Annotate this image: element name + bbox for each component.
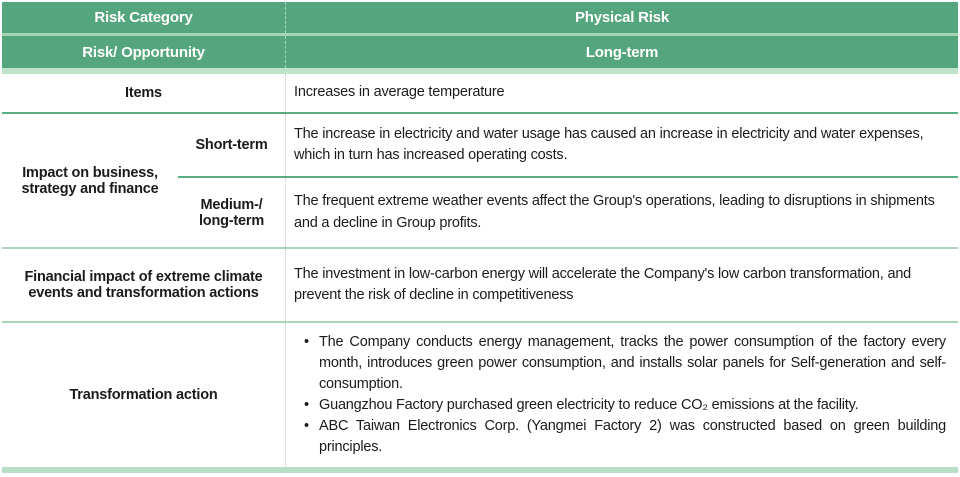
- financial-impact-content-text: The investment in low-carbon energy will…: [294, 265, 912, 303]
- transformation-action-label: Transformation action: [69, 387, 218, 403]
- items-row: Items Increases in average temperature: [2, 74, 958, 112]
- risk-opportunity-label: Risk/ Opportunity: [82, 43, 205, 61]
- risk-opportunity-header-cell: Risk/ Opportunity: [2, 36, 285, 68]
- physical-risk-header-cell: Physical Risk: [285, 2, 958, 33]
- header-bottom-band: [2, 68, 958, 74]
- items-content-cell: Increases in average temperature: [285, 74, 958, 112]
- impact-label: Impact on business, strategy and finance: [21, 164, 159, 197]
- short-term-label-cell: Short-term: [178, 114, 285, 176]
- financial-impact-label: Financial impact of extreme climate even…: [24, 269, 263, 301]
- transformation-action-content-cell: The Company conducts energy management, …: [285, 323, 958, 467]
- subrow-divider: [178, 176, 958, 178]
- items-label: Items: [125, 85, 162, 101]
- long-term-header-cell: Long-term: [285, 36, 958, 68]
- row-divider: [2, 247, 958, 249]
- medium-long-term-content-text: The frequent extreme weather events affe…: [294, 193, 935, 231]
- medium-long-term-content-cell: The frequent extreme weather events affe…: [285, 178, 958, 247]
- table-bottom-band: [2, 467, 958, 473]
- physical-risk-label: Physical Risk: [574, 9, 670, 26]
- short-term-content-text: The increase in electricity and water us…: [294, 125, 924, 163]
- medium-long-term-label: Medium-/ long-term: [198, 196, 265, 229]
- items-label-cell: Items: [2, 74, 285, 112]
- financial-impact-label-cell: Financial impact of extreme climate even…: [2, 249, 285, 321]
- medium-long-term-label-cell: Medium-/ long-term: [178, 178, 285, 247]
- transformation-action-row: Transformation action The Company conduc…: [2, 323, 958, 467]
- header-row-risk-opportunity: Risk/ Opportunity Long-term: [2, 36, 958, 68]
- financial-impact-content-cell: The investment in low-carbon energy will…: [285, 249, 958, 321]
- risk-category-label: Risk Category: [94, 9, 193, 26]
- row-divider: [2, 112, 958, 114]
- impact-row-group: Impact on business, strategy and finance…: [2, 114, 958, 247]
- transformation-action-label-cell: Transformation action: [2, 323, 285, 467]
- medium-long-term-subrow: Medium-/ long-term The frequent extreme …: [178, 178, 958, 247]
- short-term-label: Short-term: [195, 137, 268, 153]
- header-separator-line: [2, 33, 958, 36]
- list-item: Guangzhou Factory purchased green electr…: [302, 395, 946, 416]
- list-item: The Company conducts energy management, …: [302, 332, 946, 395]
- impact-label-cell: Impact on business, strategy and finance: [2, 114, 178, 247]
- row-divider: [2, 321, 958, 323]
- transformation-action-list: The Company conducts energy management, …: [294, 332, 946, 458]
- impact-subrows: Short-term The increase in electricity a…: [178, 114, 958, 247]
- long-term-label: Long-term: [585, 43, 659, 61]
- items-content-text: Increases in average temperature: [294, 84, 505, 101]
- short-term-subrow: Short-term The increase in electricity a…: [178, 114, 958, 176]
- short-term-content-cell: The increase in electricity and water us…: [285, 114, 958, 176]
- header-row-risk-category: Risk Category Physical Risk: [2, 2, 958, 33]
- financial-impact-row: Financial impact of extreme climate even…: [2, 249, 958, 321]
- risk-category-header-cell: Risk Category: [2, 2, 285, 33]
- list-item: ABC Taiwan Electronics Corp. (Yangmei Fa…: [302, 416, 946, 458]
